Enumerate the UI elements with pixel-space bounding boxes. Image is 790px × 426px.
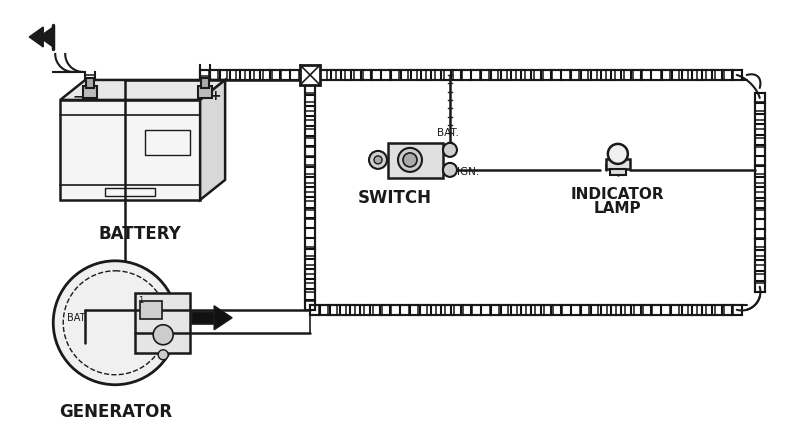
Text: BAT.: BAT. [67, 313, 88, 323]
Bar [60, 100, 200, 200]
Bar [610, 169, 626, 175]
Text: −: − [73, 89, 84, 103]
Bar [606, 159, 630, 169]
Circle shape [443, 143, 457, 157]
Bar [145, 130, 190, 155]
Circle shape [374, 156, 382, 164]
Bar [198, 86, 213, 98]
Text: 1: 1 [138, 296, 144, 305]
Bar [86, 78, 94, 88]
Text: IGN.: IGN. [457, 167, 480, 177]
Text: BAT.: BAT. [437, 128, 459, 138]
Polygon shape [40, 27, 53, 47]
Text: INDICATOR: INDICATOR [571, 187, 664, 202]
Bar [388, 143, 443, 178]
Text: GENERATOR: GENERATOR [58, 403, 171, 421]
Circle shape [443, 163, 457, 177]
Polygon shape [200, 80, 225, 200]
Bar [192, 312, 214, 324]
Circle shape [608, 144, 628, 164]
Text: BATTERY: BATTERY [99, 225, 182, 243]
Text: SWITCH: SWITCH [358, 189, 432, 207]
Polygon shape [214, 306, 232, 330]
Circle shape [153, 325, 173, 345]
Bar [135, 293, 190, 353]
Bar [83, 86, 97, 98]
Text: +: + [209, 89, 221, 103]
Circle shape [403, 153, 417, 167]
Polygon shape [29, 27, 43, 47]
Circle shape [398, 148, 422, 172]
Bar [300, 65, 320, 85]
Circle shape [53, 261, 177, 385]
Circle shape [158, 350, 168, 360]
Bar [105, 188, 155, 196]
Circle shape [369, 151, 387, 169]
Text: LAMP: LAMP [594, 201, 641, 216]
Polygon shape [60, 80, 225, 100]
Bar [201, 78, 209, 88]
Bar [140, 301, 162, 319]
